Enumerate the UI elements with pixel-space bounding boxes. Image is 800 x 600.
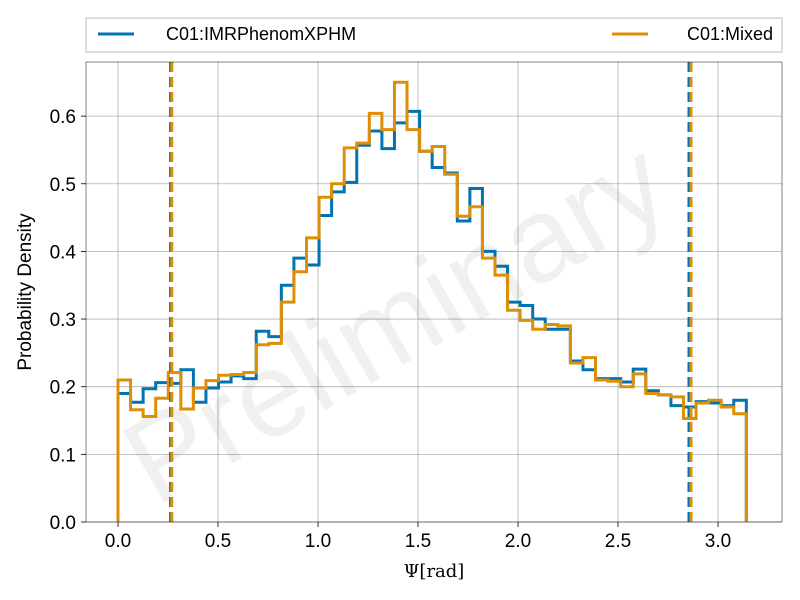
legend: C01:IMRPhenomXPHM C01:Mixed bbox=[85, 17, 783, 53]
histogram-series-2 bbox=[116, 80, 748, 522]
plot-frame bbox=[85, 61, 783, 523]
legend-label-2: C01:Mixed bbox=[687, 24, 773, 44]
x-axis-label: Ψ[rad] bbox=[404, 561, 465, 582]
y-tick-label: 0.0 bbox=[50, 513, 76, 534]
legend-label-1: C01:IMRPhenomXPHM bbox=[166, 24, 356, 44]
legend-frame bbox=[85, 17, 783, 53]
y-axis-label: Probability Density bbox=[15, 213, 36, 371]
series-layer bbox=[116, 80, 748, 522]
x-tick-label: 1.0 bbox=[305, 531, 331, 552]
axis-ticks: 0.0 0.5 1.0 1.5 2.0 2.5 3.0 0.0 0.1 0.2 0.3 0.4 0.5 0… bbox=[50, 107, 732, 552]
y-tick-label: 0.2 bbox=[50, 378, 76, 399]
ci-lines bbox=[169, 62, 693, 522]
y-tick-label: 0.3 bbox=[50, 310, 76, 331]
x-tick-label: 1.5 bbox=[405, 531, 431, 552]
y-tick-label: 0.6 bbox=[50, 107, 76, 128]
y-tick-label: 0.5 bbox=[50, 175, 76, 196]
x-tick-label: 2.0 bbox=[505, 531, 531, 552]
x-tick-label: 0.5 bbox=[205, 531, 231, 552]
y-tick-label: 0.4 bbox=[50, 242, 77, 263]
x-tick-label: 0.0 bbox=[105, 531, 131, 552]
x-tick-label: 2.5 bbox=[605, 531, 631, 552]
x-tick-label: 3.0 bbox=[705, 531, 731, 552]
y-tick-label: 0.1 bbox=[50, 445, 76, 466]
